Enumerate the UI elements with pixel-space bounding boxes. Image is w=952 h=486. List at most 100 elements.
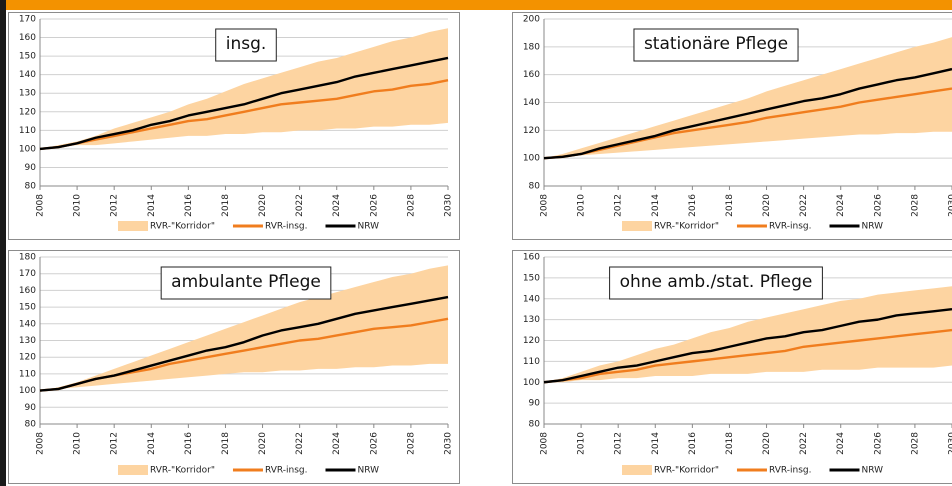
legend-label: RVR-"Korridor": [654, 466, 719, 476]
legend-swatch: [118, 221, 148, 231]
y-tick-label: 130: [523, 315, 540, 325]
x-tick-label: 2020: [762, 432, 772, 455]
x-tick-label: 2030: [948, 432, 952, 455]
y-tick-label: 120: [523, 336, 540, 346]
chart-panel: 80 90 100 110 120 130 140 150 160 170 2008 2010 2012…: [8, 12, 460, 240]
x-tick-label: 2012: [110, 432, 120, 455]
y-tick-label: 110: [523, 357, 540, 367]
y-tick-label: 150: [523, 273, 540, 283]
y-tick-label: 100: [523, 154, 540, 164]
title-box: [160, 266, 332, 300]
title-box: [609, 266, 823, 300]
legend-label: RVR-insg.: [769, 222, 812, 232]
x-tick-label: 2010: [577, 432, 587, 455]
x-tick-label: 2014: [147, 432, 157, 455]
y-tick-label: 110: [19, 369, 36, 379]
x-tick-label: 2008: [540, 432, 550, 455]
x-tick-label: 2010: [73, 432, 83, 455]
title-box: [215, 28, 277, 62]
y-tick-label: 180: [523, 42, 540, 52]
y-tick-label: 120: [19, 353, 36, 363]
y-tick-label: 150: [19, 52, 36, 62]
x-tick-label: 2014: [147, 194, 157, 217]
x-tick-label: 2022: [295, 432, 305, 455]
y-tick-label: 160: [523, 253, 540, 263]
y-tick-label: 120: [523, 126, 540, 136]
chart-title: ambulante Pflege: [171, 272, 321, 292]
y-tick-label: 140: [523, 98, 540, 108]
legend-label: RVR-"Korridor": [150, 222, 215, 232]
x-tick-label: 2022: [799, 194, 809, 217]
chart-title: stationäre Pflege: [644, 34, 788, 54]
x-tick-label: 2024: [836, 194, 846, 217]
y-tick-label: 160: [19, 33, 36, 43]
series-line: [39, 56, 449, 151]
y-tick-label: 90: [25, 403, 37, 413]
x-tick-label: 2008: [36, 194, 46, 217]
legend-label: RVR-insg.: [769, 466, 812, 476]
chart-title: ohne amb./stat. Pflege: [620, 272, 813, 292]
corridor-band: [40, 265, 448, 391]
x-tick-label: 2020: [258, 194, 268, 217]
x-tick-label: 2014: [651, 432, 661, 455]
x-tick-label: 2018: [221, 432, 231, 455]
y-tick-label: 200: [523, 15, 540, 25]
chart-title: insg.: [226, 34, 267, 54]
series-line: [39, 295, 449, 392]
y-tick-label: 140: [19, 70, 36, 80]
series-line: [543, 87, 952, 160]
x-tick-label: 2008: [36, 432, 46, 455]
y-tick-label: 160: [523, 70, 540, 80]
chart-panel: 80 90 100 110 120 130 140 150 160 170 180 2008 2010 2…: [8, 250, 460, 484]
legend-swatch: [118, 465, 148, 475]
y-tick-label: 80: [25, 182, 37, 192]
y-tick-label: 110: [19, 126, 36, 136]
x-tick-label: 2020: [762, 194, 772, 217]
y-tick-label: 80: [529, 182, 541, 192]
x-tick-label: 2026: [873, 432, 883, 455]
legend-label: NRW: [358, 222, 380, 232]
x-tick-label: 2026: [369, 432, 379, 455]
series-line: [543, 328, 952, 384]
x-tick-label: 2026: [369, 194, 379, 217]
x-tick-label: 2016: [688, 432, 698, 455]
series-line: [543, 67, 952, 160]
x-tick-label: 2010: [577, 194, 587, 217]
legend-label: RVR-"Korridor": [150, 466, 215, 476]
y-tick-label: 160: [19, 286, 36, 296]
x-tick-label: 2016: [184, 194, 194, 217]
y-tick-label: 80: [25, 420, 37, 430]
x-tick-label: 2024: [332, 194, 342, 217]
legend-label: RVR-insg.: [265, 222, 308, 232]
legend-label: RVR-"Korridor": [654, 222, 719, 232]
y-tick-label: 80: [529, 420, 541, 430]
y-tick-label: 120: [19, 107, 36, 117]
y-tick-label: 100: [523, 378, 540, 388]
x-tick-label: 2020: [258, 432, 268, 455]
y-tick-label: 170: [19, 269, 36, 279]
top-bar: [0, 0, 952, 10]
x-tick-label: 2024: [836, 432, 846, 455]
x-tick-label: 2012: [110, 194, 120, 217]
legend-label: NRW: [358, 466, 380, 476]
x-tick-label: 2022: [799, 432, 809, 455]
legend-swatch: [622, 221, 652, 231]
x-tick-label: 2028: [910, 432, 920, 455]
x-tick-label: 2012: [614, 432, 624, 455]
y-tick-label: 180: [19, 253, 36, 263]
y-tick-label: 140: [19, 319, 36, 329]
x-tick-label: 2018: [725, 432, 735, 455]
series-line: [543, 307, 952, 384]
y-tick-label: 90: [25, 163, 37, 173]
y-tick-label: 170: [19, 15, 36, 25]
x-tick-label: 2010: [73, 194, 83, 217]
chart-panel: 80 100 120 140 160 180 200 2008 2010 2012 2014 2016…: [512, 12, 952, 240]
series-line: [39, 79, 449, 151]
left-bar: [0, 0, 6, 486]
x-tick-label: 2030: [444, 194, 454, 217]
corridor-band: [544, 37, 952, 159]
x-tick-label: 2014: [651, 194, 661, 217]
y-tick-label: 140: [523, 294, 540, 304]
